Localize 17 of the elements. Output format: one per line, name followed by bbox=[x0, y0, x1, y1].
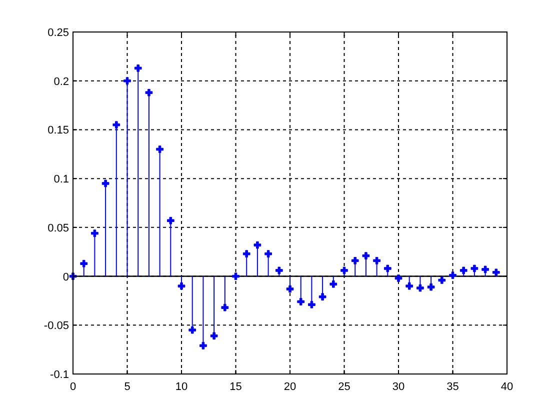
x-tick-label: 15 bbox=[230, 381, 242, 393]
y-tick-label: 0.05 bbox=[48, 222, 69, 234]
x-tick-label: 35 bbox=[446, 381, 459, 393]
x-tick-label: 20 bbox=[284, 381, 296, 393]
x-tick-label: 10 bbox=[175, 381, 188, 393]
y-tick-label: 0 bbox=[62, 271, 69, 284]
y-tick-label: -0.1 bbox=[50, 369, 69, 381]
y-tick-label: 0.2 bbox=[54, 76, 69, 88]
x-tick-label: 5 bbox=[124, 381, 130, 393]
x-tick-label: 30 bbox=[392, 381, 405, 393]
y-tick-label: 0.1 bbox=[54, 174, 69, 186]
x-tick-label: 40 bbox=[500, 381, 514, 393]
x-tick-label: 0 bbox=[70, 381, 76, 393]
x-tick-label: 25 bbox=[338, 381, 350, 393]
y-tick-label: -0.05 bbox=[44, 320, 69, 332]
y-tick-label: 0.25 bbox=[48, 27, 69, 39]
y-tick-label: 0.15 bbox=[48, 124, 69, 137]
